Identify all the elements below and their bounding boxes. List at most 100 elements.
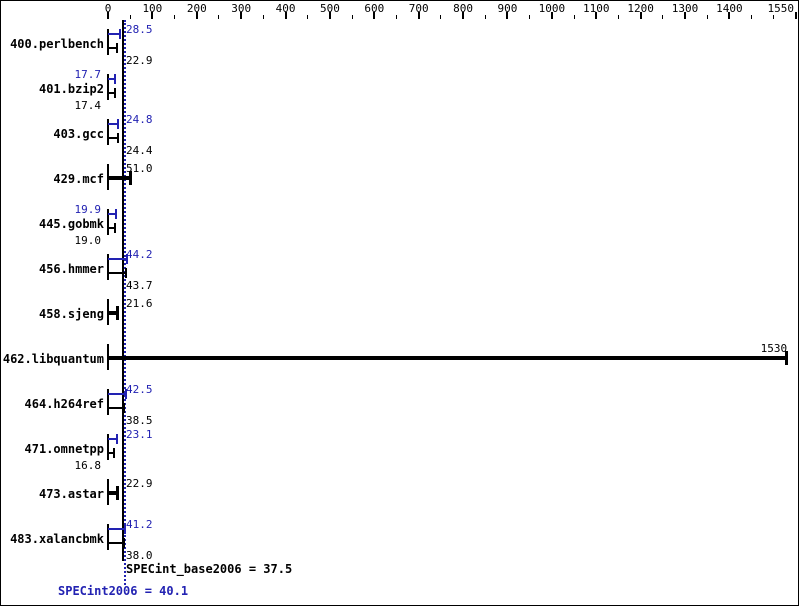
zero-axis-segment [107, 29, 109, 55]
base-bar-cap [125, 268, 128, 278]
peak-bar [108, 78, 116, 80]
x-axis-tick-label: 0 [104, 2, 112, 15]
x-axis-minor-tick [573, 15, 575, 19]
peak-bar-cap [124, 524, 127, 534]
base-bar-cap [122, 538, 125, 548]
peak-bar-cap [116, 434, 119, 444]
peak-value-label: 41.2 [126, 518, 153, 531]
x-axis-minor-tick [307, 15, 309, 19]
x-axis-tick [417, 12, 420, 19]
x-axis-minor-tick [484, 15, 486, 19]
x-axis-minor-tick [617, 15, 619, 19]
x-axis-tick-label: 400 [275, 2, 296, 15]
x-axis-tick [550, 12, 553, 19]
zero-axis-segment [107, 209, 109, 235]
x-axis-tick-label: 1550 [767, 2, 795, 15]
x-axis-tick-label: 100 [142, 2, 163, 15]
x-axis-minor-tick [262, 15, 264, 19]
x-axis-tick [795, 12, 797, 19]
x-axis-minor-tick [396, 15, 398, 19]
x-axis-tick [151, 12, 154, 19]
peak-bar-cap [114, 209, 117, 219]
base-value-label: 43.7 [126, 279, 153, 292]
x-axis-minor-tick [706, 15, 708, 19]
peak-bar-cap [124, 389, 127, 399]
x-axis-tick-label: 1400 [716, 2, 743, 15]
peak-bar [108, 258, 128, 260]
single-value-label: 21.6 [126, 297, 153, 310]
base-bar-cap [113, 88, 116, 98]
peak-mean-line [124, 20, 127, 585]
x-axis-minor-tick [440, 15, 442, 19]
single-bar-cap [115, 306, 119, 320]
base-mean-line [122, 20, 125, 561]
x-axis-minor-tick [773, 15, 775, 19]
peak-value-label: 24.8 [126, 113, 153, 126]
base-bar [108, 137, 119, 139]
peak-bar [108, 213, 117, 215]
peak-bar [108, 438, 119, 440]
x-axis-minor-tick [218, 15, 220, 19]
single-bar-cap [116, 486, 120, 500]
benchmark-label: 458.sjeng [38, 307, 104, 321]
base-bar [108, 452, 116, 454]
benchmark-label: 483.xalancbmk [10, 532, 104, 546]
single-value-label: 51.0 [126, 162, 153, 175]
single-bar [108, 311, 118, 315]
x-axis-tick [684, 12, 687, 19]
x-axis-minor-tick [529, 15, 531, 19]
base-bar [108, 92, 116, 94]
base-value-label: 16.8 [74, 459, 102, 472]
x-axis-tick-label: 200 [186, 2, 207, 15]
x-axis-tick-label: 1200 [627, 2, 654, 15]
x-axis-tick-label: 300 [231, 2, 252, 15]
base-bar-cap [114, 223, 117, 233]
x-axis-tick [107, 12, 109, 19]
peak-bar-cap [117, 119, 119, 129]
x-axis-tick-label: 1000 [538, 2, 566, 15]
zero-axis-segment [107, 434, 109, 460]
x-axis-tick-label: 900 [497, 2, 518, 15]
base-bar-cap [116, 133, 119, 143]
zero-axis-segment [107, 389, 109, 415]
benchmark-label: 445.gobmk [38, 217, 104, 231]
single-bar [108, 176, 131, 180]
base-summary-text: SPECint_base2006 = 37.5 [126, 562, 293, 576]
x-axis-tick [328, 12, 331, 19]
peak-value-label: 23.1 [126, 428, 153, 441]
x-axis-tick [373, 12, 376, 19]
x-axis-tick [728, 12, 731, 19]
x-axis-tick-label: 1300 [671, 2, 699, 15]
base-bar [108, 407, 126, 409]
x-axis-tick-label: 500 [319, 2, 340, 15]
x-axis-tick-label: 1100 [583, 2, 610, 15]
peak-value-label: 28.5 [126, 23, 153, 36]
base-bar [108, 542, 125, 544]
benchmark-label: 456.hmmer [38, 262, 104, 276]
zero-axis-segment [107, 524, 109, 550]
base-value-label: 22.9 [126, 54, 153, 67]
benchmark-label: 403.gcc [53, 127, 104, 141]
base-bar [108, 47, 119, 49]
x-axis-tick [639, 12, 642, 19]
benchmark-label: 473.astar [38, 487, 104, 501]
x-axis-minor-tick [351, 15, 353, 19]
x-axis-tick-label: 600 [364, 2, 385, 15]
x-axis-minor-tick [174, 15, 176, 19]
peak-bar [108, 33, 121, 35]
x-axis-tick-label: 800 [453, 2, 474, 15]
benchmark-label: 429.mcf [53, 172, 104, 186]
peak-value-label: 19.9 [74, 203, 102, 216]
x-axis-tick [195, 12, 198, 19]
benchmark-label: 401.bzip2 [38, 82, 104, 96]
zero-axis-segment [107, 74, 109, 100]
x-axis-tick [284, 12, 287, 19]
benchmark-label: 464.h264ref [24, 397, 104, 411]
x-axis-tick [506, 12, 509, 19]
base-bar-cap [113, 448, 116, 458]
base-bar [108, 272, 128, 274]
peak-bar [108, 393, 127, 395]
base-value-label: 38.5 [126, 414, 153, 427]
base-value-label: 24.4 [126, 144, 153, 157]
single-bar-cap [128, 171, 132, 185]
